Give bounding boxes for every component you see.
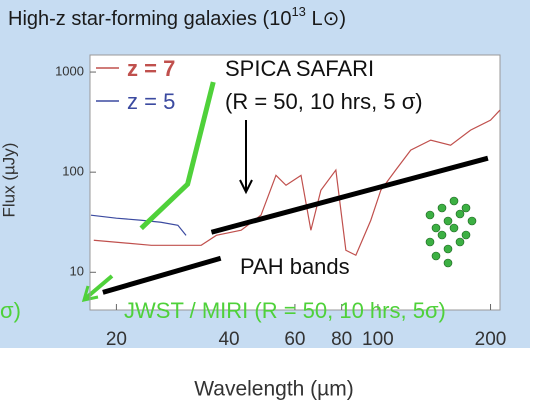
x-tick-label: 200 [475,329,507,350]
y-tick-label: 100 [62,164,84,179]
chart: High-z star-forming galaxies (1013 L⊙) W… [0,0,549,411]
x-axis-label: Wavelength (µm) [194,378,354,401]
annotation: σ) [0,298,21,323]
title-text: High-z star-forming galaxies (10 [8,8,291,30]
y-axis-label: Flux (µJy) [0,143,18,218]
y-tick-label: 10 [70,264,84,279]
annotation: PAH bands [240,254,350,279]
y-tick-label: 1000 [55,63,84,78]
x-tick-label: 40 [218,329,239,350]
x-tick-label: 60 [284,329,305,350]
x-tick-label: 80 [331,329,352,350]
legend-label: z = 5 [127,89,175,114]
annotation: (R = 50, 10 hrs, 5 σ) [225,89,423,114]
title-superscript: 13 [291,4,305,19]
title-end: L⊙) [306,8,346,30]
x-tick-label: 20 [106,329,127,350]
x-tick-label: 100 [362,329,394,350]
annotation: SPICA SAFARI [225,56,374,81]
annotation: JWST / MIRI (R = 50, 10 hrs, 5σ) [124,298,446,323]
legend-label: z = 7 [127,56,175,81]
